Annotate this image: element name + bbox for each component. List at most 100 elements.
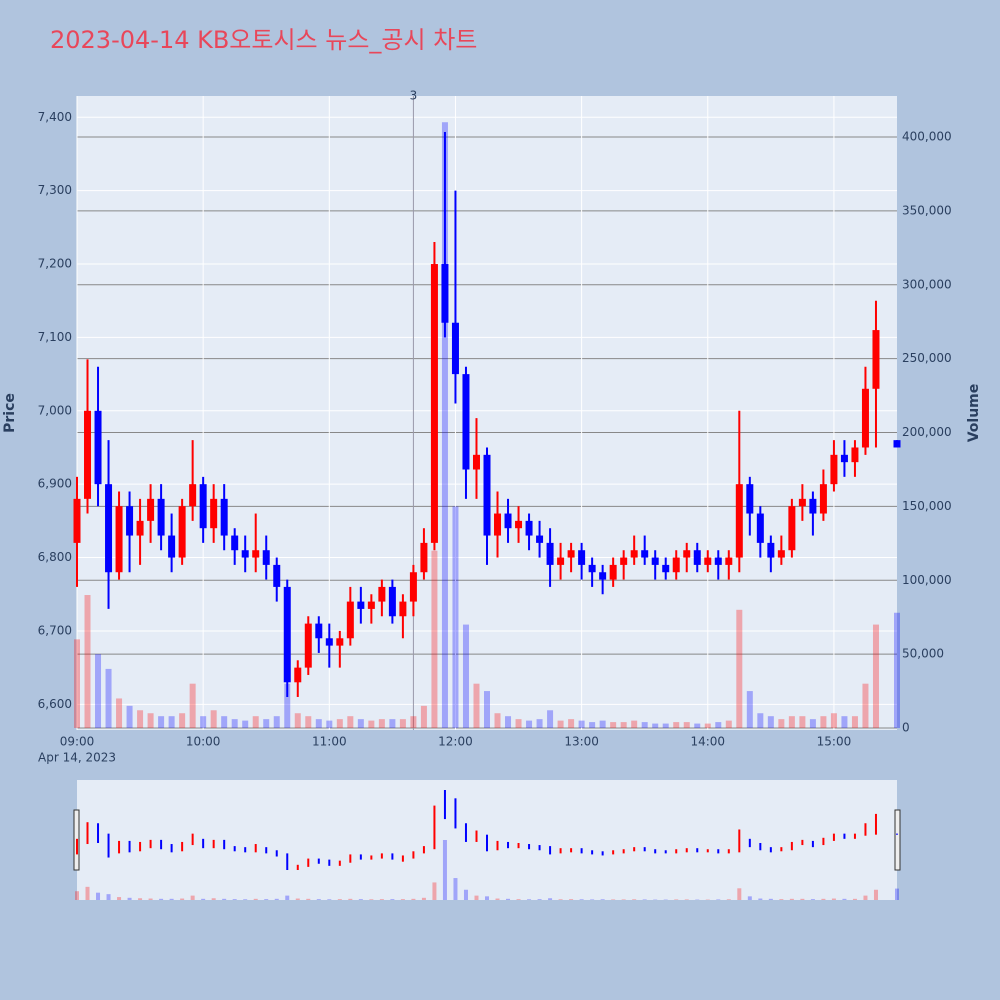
mini-volume-bar xyxy=(190,895,195,900)
volume-bar xyxy=(704,723,711,729)
mini-volume-bar xyxy=(852,898,857,900)
candle-body xyxy=(483,454,491,536)
volume-bar xyxy=(462,624,469,729)
mini-volume-bar xyxy=(831,898,836,900)
candle-body xyxy=(557,557,565,565)
volume-bar xyxy=(505,716,512,729)
mini-volume-bar xyxy=(810,899,815,900)
volume-bar xyxy=(84,595,91,729)
y2-axis-label: Volume xyxy=(966,384,982,443)
mini-volume-bar xyxy=(327,899,332,900)
candle-body xyxy=(273,564,281,587)
volume-bar xyxy=(736,609,743,729)
candle-body xyxy=(714,557,722,565)
candle-body xyxy=(756,513,764,543)
y-axis-label: Price xyxy=(2,393,18,433)
y-tick-label: 7,400 xyxy=(38,110,72,124)
volume-bar xyxy=(641,722,648,729)
candle-body xyxy=(693,550,701,565)
volume-bar xyxy=(252,716,259,729)
volume-bar xyxy=(315,719,322,729)
volume-bar xyxy=(610,722,617,729)
mini-volume-bar xyxy=(222,898,227,900)
volume-bar xyxy=(231,719,238,729)
volume-bar xyxy=(557,720,564,729)
mini-volume-bar xyxy=(148,898,153,900)
volume-bar xyxy=(420,705,427,729)
candle-body xyxy=(147,498,155,521)
candle-body xyxy=(168,535,176,558)
candle-body xyxy=(315,623,323,639)
mini-volume-bar xyxy=(358,899,363,900)
candle-body xyxy=(283,586,291,683)
candle-body xyxy=(178,506,186,558)
x-tick-label: 11:00 xyxy=(312,735,347,749)
y-tick-label: 6,800 xyxy=(38,550,72,564)
volume-bar xyxy=(599,720,606,729)
mini-volume-bar xyxy=(463,889,468,900)
mini-volume-bar xyxy=(779,899,784,900)
volume-bar xyxy=(620,722,627,729)
mini-volume-bar xyxy=(474,895,479,900)
y2-tick-label: 50,000 xyxy=(902,647,944,661)
volume-bar xyxy=(788,716,795,729)
volume-bar xyxy=(452,506,459,729)
mini-volume-bar xyxy=(558,899,563,900)
candle-body xyxy=(367,601,375,609)
volume-bar xyxy=(95,654,102,729)
volume-bar xyxy=(378,719,385,729)
candle-body xyxy=(840,454,848,463)
y-tick-label: 7,000 xyxy=(38,403,72,417)
candle-body xyxy=(861,388,869,448)
candle-body xyxy=(378,586,386,602)
volume-bar xyxy=(168,716,175,729)
candle-body xyxy=(504,513,512,529)
candle-body xyxy=(630,550,638,558)
mini-volume-bar xyxy=(400,899,405,900)
candle-body xyxy=(220,498,228,536)
volume-bar xyxy=(326,720,333,729)
candle-body xyxy=(609,564,617,580)
candle-body xyxy=(262,550,270,565)
mini-volume-bar xyxy=(590,899,595,900)
candle-body xyxy=(252,550,260,558)
volume-bar xyxy=(137,710,144,729)
volume-bar xyxy=(158,716,165,729)
y-tick-label: 6,600 xyxy=(38,697,72,711)
candle-body xyxy=(126,506,134,536)
volume-bar xyxy=(694,723,701,729)
candle-body xyxy=(651,557,659,565)
volume-bar xyxy=(147,713,154,729)
plot-area xyxy=(77,96,897,730)
candle-body xyxy=(210,498,218,529)
y2-tick-label: 350,000 xyxy=(902,203,952,217)
mini-volume-bar xyxy=(306,898,311,900)
mini-volume-bar xyxy=(495,898,500,900)
y-tick-label: 7,300 xyxy=(38,183,72,197)
mini-volume-bar xyxy=(747,896,752,900)
mini-volume-bar xyxy=(863,895,868,900)
x-tick-label: 10:00 xyxy=(186,735,221,749)
candle-body xyxy=(641,550,649,558)
slider-handle[interactable] xyxy=(894,809,901,871)
volume-bar xyxy=(683,722,690,729)
mini-volume-bar xyxy=(674,899,679,900)
mini-volume-bar xyxy=(180,898,185,900)
candle-body xyxy=(588,564,596,573)
x-tick-label: 15:00 xyxy=(817,735,852,749)
mini-volume-bar xyxy=(632,899,637,900)
volume-bar xyxy=(210,710,217,729)
mini-volume-bar xyxy=(726,899,731,900)
volume-bar xyxy=(294,713,301,729)
candle-body xyxy=(441,264,449,323)
volume-bar xyxy=(662,723,669,729)
volume-bar xyxy=(872,624,879,729)
y2-tick-label: 300,000 xyxy=(902,277,952,291)
volume-bar xyxy=(673,722,680,729)
mini-volume-bar xyxy=(621,899,626,900)
mini-volume-bar xyxy=(159,898,164,900)
volume-bar xyxy=(841,716,848,729)
x-tick-label: 14:00 xyxy=(690,735,725,749)
candle-body xyxy=(388,586,396,617)
mini-volume-bar xyxy=(579,899,584,900)
